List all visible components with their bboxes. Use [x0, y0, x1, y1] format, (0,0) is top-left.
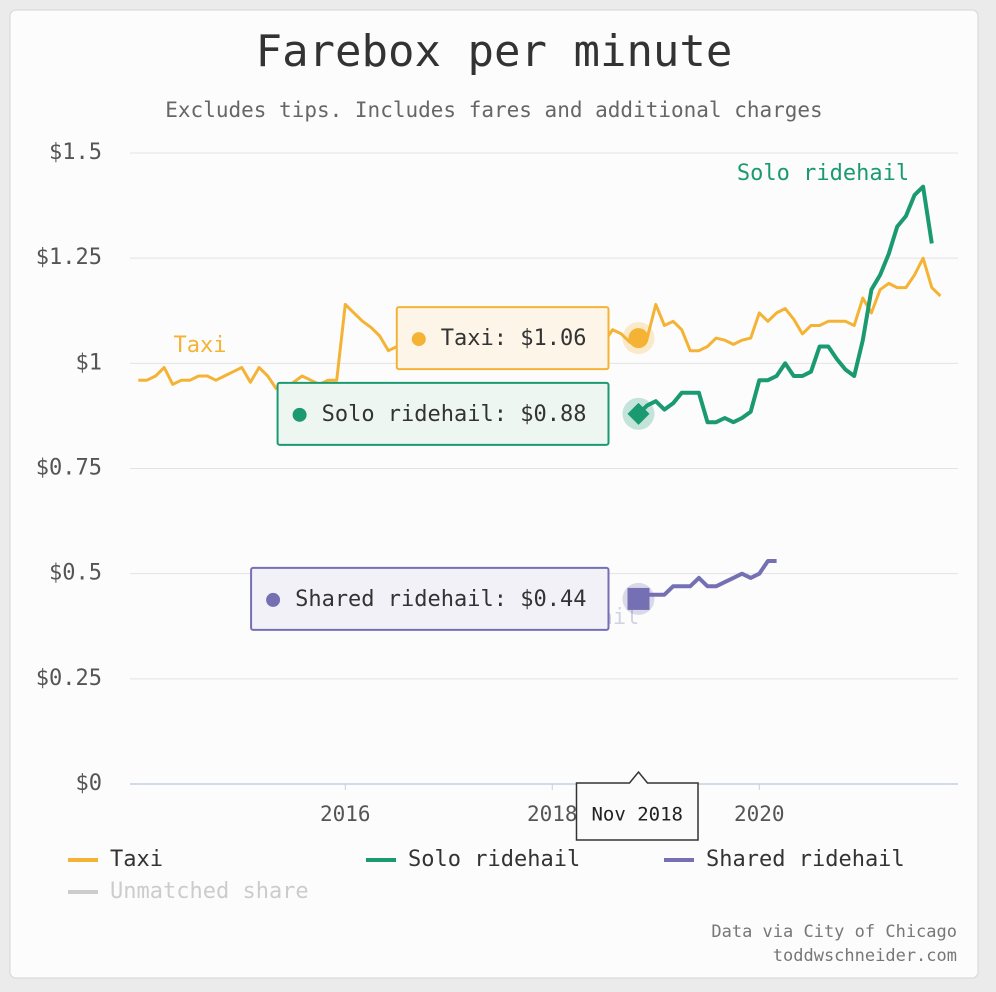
legend-label: Shared ridehail [706, 847, 905, 872]
series-annotation: Taxi [174, 333, 227, 358]
source-site: toddwschneider.com [773, 946, 957, 966]
tooltip: Taxi: $1.06 [395, 306, 610, 371]
legend-label: Solo ridehail [408, 847, 580, 872]
source-note: Data via City of Chicago [711, 922, 957, 942]
series-annotation: Solo ridehail [737, 161, 909, 186]
y-tick-label: $0.25 [36, 666, 102, 691]
y-tick-label: $0 [76, 771, 103, 796]
marker [627, 587, 650, 610]
y-tick-label: $0.5 [49, 561, 102, 586]
tooltip: Solo ridehail: $0.88 [276, 381, 610, 446]
chart-title: Farebox per minute [256, 26, 733, 77]
date-tooltip-box [575, 770, 699, 841]
date-tooltip: Nov 2018 [575, 770, 699, 841]
marker [627, 402, 650, 425]
card [9, 9, 979, 979]
tooltip-box [395, 306, 610, 371]
tooltip-box [276, 381, 610, 446]
x-tick-label: 2020 [734, 802, 785, 826]
series-line [637, 184, 934, 425]
tooltip-dot [266, 592, 281, 607]
tooltip: Shared ridehail: $0.44 [250, 566, 610, 631]
x-tick-label: 2016 [320, 802, 371, 826]
tooltip-label: Solo ridehail: $0.88 [322, 402, 587, 427]
tooltip-dot [292, 407, 307, 422]
y-tick-label: $1.25 [36, 245, 102, 270]
marker [628, 328, 649, 349]
y-tick-label: $1 [76, 350, 103, 375]
chart-subtitle: Excludes tips. Includes fares and additi… [165, 98, 822, 122]
date-tooltip-label: Nov 2018 [591, 804, 683, 826]
tooltip-dot [411, 332, 426, 347]
tooltip-label: Shared ridehail: $0.44 [295, 587, 586, 612]
legend-label: Unmatched share [110, 879, 309, 904]
series-line [637, 559, 777, 601]
tooltip-box [250, 566, 610, 631]
tooltip-label: Taxi: $1.06 [441, 326, 587, 351]
y-tick-label: $0.75 [36, 456, 102, 481]
x-tick-label: 2018 [527, 802, 578, 826]
y-tick-label: $1.5 [49, 140, 102, 165]
legend-label: Taxi [110, 847, 163, 872]
